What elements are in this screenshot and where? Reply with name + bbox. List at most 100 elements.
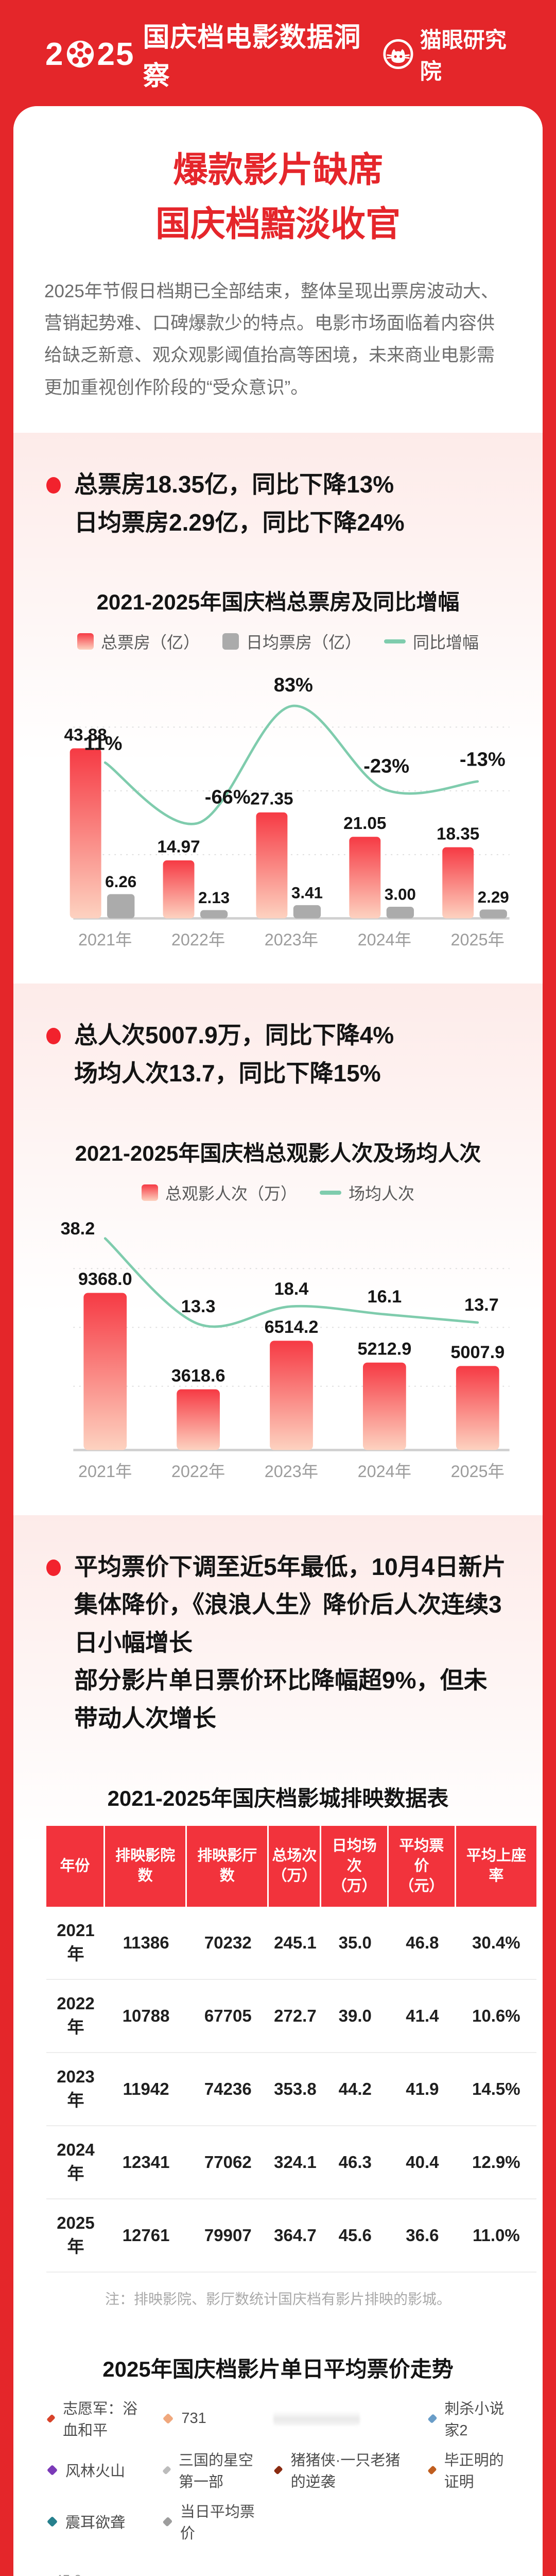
svg-text:2.13: 2.13: [198, 889, 230, 907]
screening-data-table: 年份 排映影院数 排映影厅数 总场次 （万） 日均场次 （万） 平均票价 （元） 平均上座率 20…: [46, 1825, 536, 2273]
page-header: 2 25 国庆档电影数据洞察: [0, 0, 556, 106]
table-cell: 2024年: [46, 2126, 105, 2200]
bullet-ticket-price: 平均票价下调至近5年最低，10月4日新片集体降价，《浪浪人生》降价后人次连续3日…: [46, 1548, 510, 1738]
table-cell: 74236: [187, 2053, 269, 2127]
chart2-title: 2021-2025年国庆档总观影人次及场均人次: [75, 1141, 481, 1165]
svg-text:-23%: -23%: [363, 756, 409, 777]
table-row: 2024年 12341 77062 324.1 46.3 40.4 12.9%: [46, 2126, 536, 2200]
line-swatch-icon: [320, 1190, 341, 1195]
diamond-swatch-icon: [162, 2516, 173, 2527]
screening-table-head: 年份 排映影院数 排映影厅数 总场次 （万） 日均场次 （万） 平均票价 （元） 平均上座率: [46, 1825, 536, 1907]
legend-label: 总票房（亿）: [100, 633, 200, 652]
bullet-line: 部分影片单日票价环比降幅超9%，但未带动人次增长: [74, 1667, 488, 1732]
intro-paragraph: 2025年节假日档期已全部结束，整体呈现出票房波动大、营销起势难、口碑爆款少的特…: [44, 281, 499, 398]
bullet-line: 总票房18.35亿，同比下降13%: [74, 470, 394, 498]
table-cell: 40.4: [389, 2126, 456, 2200]
chart3-title: 2025年国庆档影片单日平均票价走势: [102, 2357, 454, 2382]
legend-label: 场均人次: [349, 1184, 415, 1203]
year-right: 25: [97, 36, 135, 72]
svg-text:13.7: 13.7: [464, 1295, 499, 1315]
legend-item: 当日平均票价: [162, 2500, 255, 2543]
table-cell: 245.1: [269, 1907, 322, 1980]
table-header-cell: 年份: [46, 1825, 105, 1907]
bullet-line: 日均票房2.29亿，同比下降24%: [74, 509, 405, 536]
legend-item: 场均人次: [320, 1181, 414, 1205]
chart-admissions: 9368.0 3618.6 6514.2 5212.9 5007.9 38.2 13.3 18…: [61, 1219, 510, 1480]
legend-item: 731: [162, 2397, 255, 2440]
bar-swatch-icon: [77, 633, 94, 650]
header-title: 2 25 国庆档电影数据洞察: [45, 15, 383, 93]
svg-text:2023年: 2023年: [265, 1462, 318, 1480]
table-cell: 41.4: [389, 1980, 456, 2054]
table-cell: 46.8: [389, 1907, 456, 1980]
chart3-legend: 志愿军：浴血和平 731 刺杀小说家2 风林火山 三国的星空第一部 猪猪侠·一只老猪的逆袭…: [46, 2397, 510, 2543]
svg-text:3.00: 3.00: [385, 886, 416, 904]
table-cell: 353.8: [269, 2053, 322, 2127]
svg-text:-66%: -66%: [205, 787, 251, 808]
table-cell: 10788: [105, 1980, 187, 2054]
svg-text:9368.0: 9368.0: [78, 1269, 132, 1289]
table-cell: 12341: [105, 2126, 187, 2200]
legend-label: 震耳欲聋: [65, 2515, 126, 2532]
bullet-dot-icon: [46, 1028, 61, 1045]
table-row: 2025年 12761 79907 364.7 45.6 36.6 11.0%: [46, 2199, 536, 2273]
diamond-swatch-icon: [162, 2465, 171, 2475]
svg-text:6.26: 6.26: [105, 873, 136, 891]
content-shell: 爆款影片缺席 国庆档黯淡收官 2025年节假日档期已全部结束，整体呈现出票房波动…: [13, 106, 543, 2576]
legend-label: 风林火山: [65, 2463, 126, 2480]
svg-text:2.29: 2.29: [478, 888, 509, 906]
svg-text:5007.9: 5007.9: [450, 1343, 505, 1362]
chart1-legend: 总票房（亿） 日均票房（亿） 同比增幅: [46, 630, 510, 653]
bullet-dot-icon: [46, 477, 61, 494]
content-card: 爆款影片缺席 国庆档黯淡收官 2025年节假日档期已全部结束，整体呈现出票房波动…: [13, 106, 543, 2576]
svg-text:-13%: -13%: [460, 749, 506, 770]
table-cell: 272.7: [269, 1980, 322, 2054]
legend-item: 志愿军：浴血和平: [46, 2397, 144, 2440]
table-cell: 77062: [187, 2126, 269, 2200]
maoyan-cat-icon: [383, 39, 413, 70]
legend-label: 猪猪侠·一只老猪的逆袭: [290, 2452, 401, 2491]
svg-text:38.2: 38.2: [61, 1219, 95, 1239]
table-header-cell: 排映影院数: [105, 1825, 187, 1907]
legend-label: 当日平均票价: [180, 2504, 255, 2543]
legend-item: 总票房（亿）: [77, 630, 200, 653]
chart-daily-avg-price: 45.040.035.030.09月30日10月1日10月2日10月3日10月4…: [55, 2572, 82, 2576]
bullet-line: 总人次5007.9万，同比下降4%: [74, 1022, 394, 1049]
table-header-cell: 排映影厅数: [187, 1825, 269, 1907]
svg-text:2021年: 2021年: [78, 930, 132, 949]
table-note: 注：排映影院、影厅数统计国庆档有影片排映的影城。: [105, 2291, 451, 2308]
table-cell: 2025年: [46, 2199, 105, 2273]
table-cell: 36.6: [389, 2199, 456, 2273]
diamond-swatch-icon: [46, 2516, 58, 2527]
diamond-swatch-icon: [427, 2465, 437, 2475]
diamond-swatch-icon: [273, 2465, 284, 2475]
legend-item: 三国的星空第一部: [162, 2448, 255, 2492]
main-title-line1: 爆款影片缺席: [172, 150, 383, 190]
table-cell: 41.9: [389, 2053, 456, 2127]
table-cell: 67705: [187, 1980, 269, 2054]
legend-label: 志愿军：浴血和平: [63, 2401, 138, 2439]
screening-table-title: 2021-2025年国庆档影城排映数据表: [107, 1786, 449, 1810]
table-cell: 2021年: [46, 1907, 105, 1980]
diamond-swatch-icon: [46, 2414, 56, 2423]
brand: 猫眼研究院: [383, 23, 526, 86]
legend-item: [273, 2397, 408, 2440]
bullet-dot-icon: [46, 1559, 61, 1576]
bullet-total-box-office: 总票房18.35亿，同比下降13% 日均票房2.29亿，同比下降24%: [46, 466, 510, 541]
table-cell: 12761: [105, 2199, 187, 2273]
table-cell: 79907: [187, 2199, 269, 2273]
table-cell: 324.1: [269, 2126, 322, 2200]
table-cell: 364.7: [269, 2199, 322, 2273]
legend-label: 731: [181, 2410, 206, 2427]
bullet-admissions: 总人次5007.9万，同比下降4% 场均人次13.7，同比下降15%: [46, 1016, 510, 1092]
table-cell: 46.3: [321, 2126, 389, 2200]
svg-text:2024年: 2024年: [358, 1462, 411, 1480]
blurred-legend-swatch: [273, 2411, 360, 2426]
section-admissions: 总人次5007.9万，同比下降4% 场均人次13.7，同比下降15% 2021-2…: [13, 984, 543, 1486]
film-reel-icon: [67, 40, 94, 68]
legend-label: 同比增幅: [413, 633, 479, 652]
bullet-line: 场均人次13.7，同比下降15%: [74, 1059, 381, 1087]
table-row: 2022年 10788 67705 272.7 39.0 41.4 10.6%: [46, 1980, 536, 2054]
legend-label: 刺杀小说家2: [444, 2401, 505, 2439]
